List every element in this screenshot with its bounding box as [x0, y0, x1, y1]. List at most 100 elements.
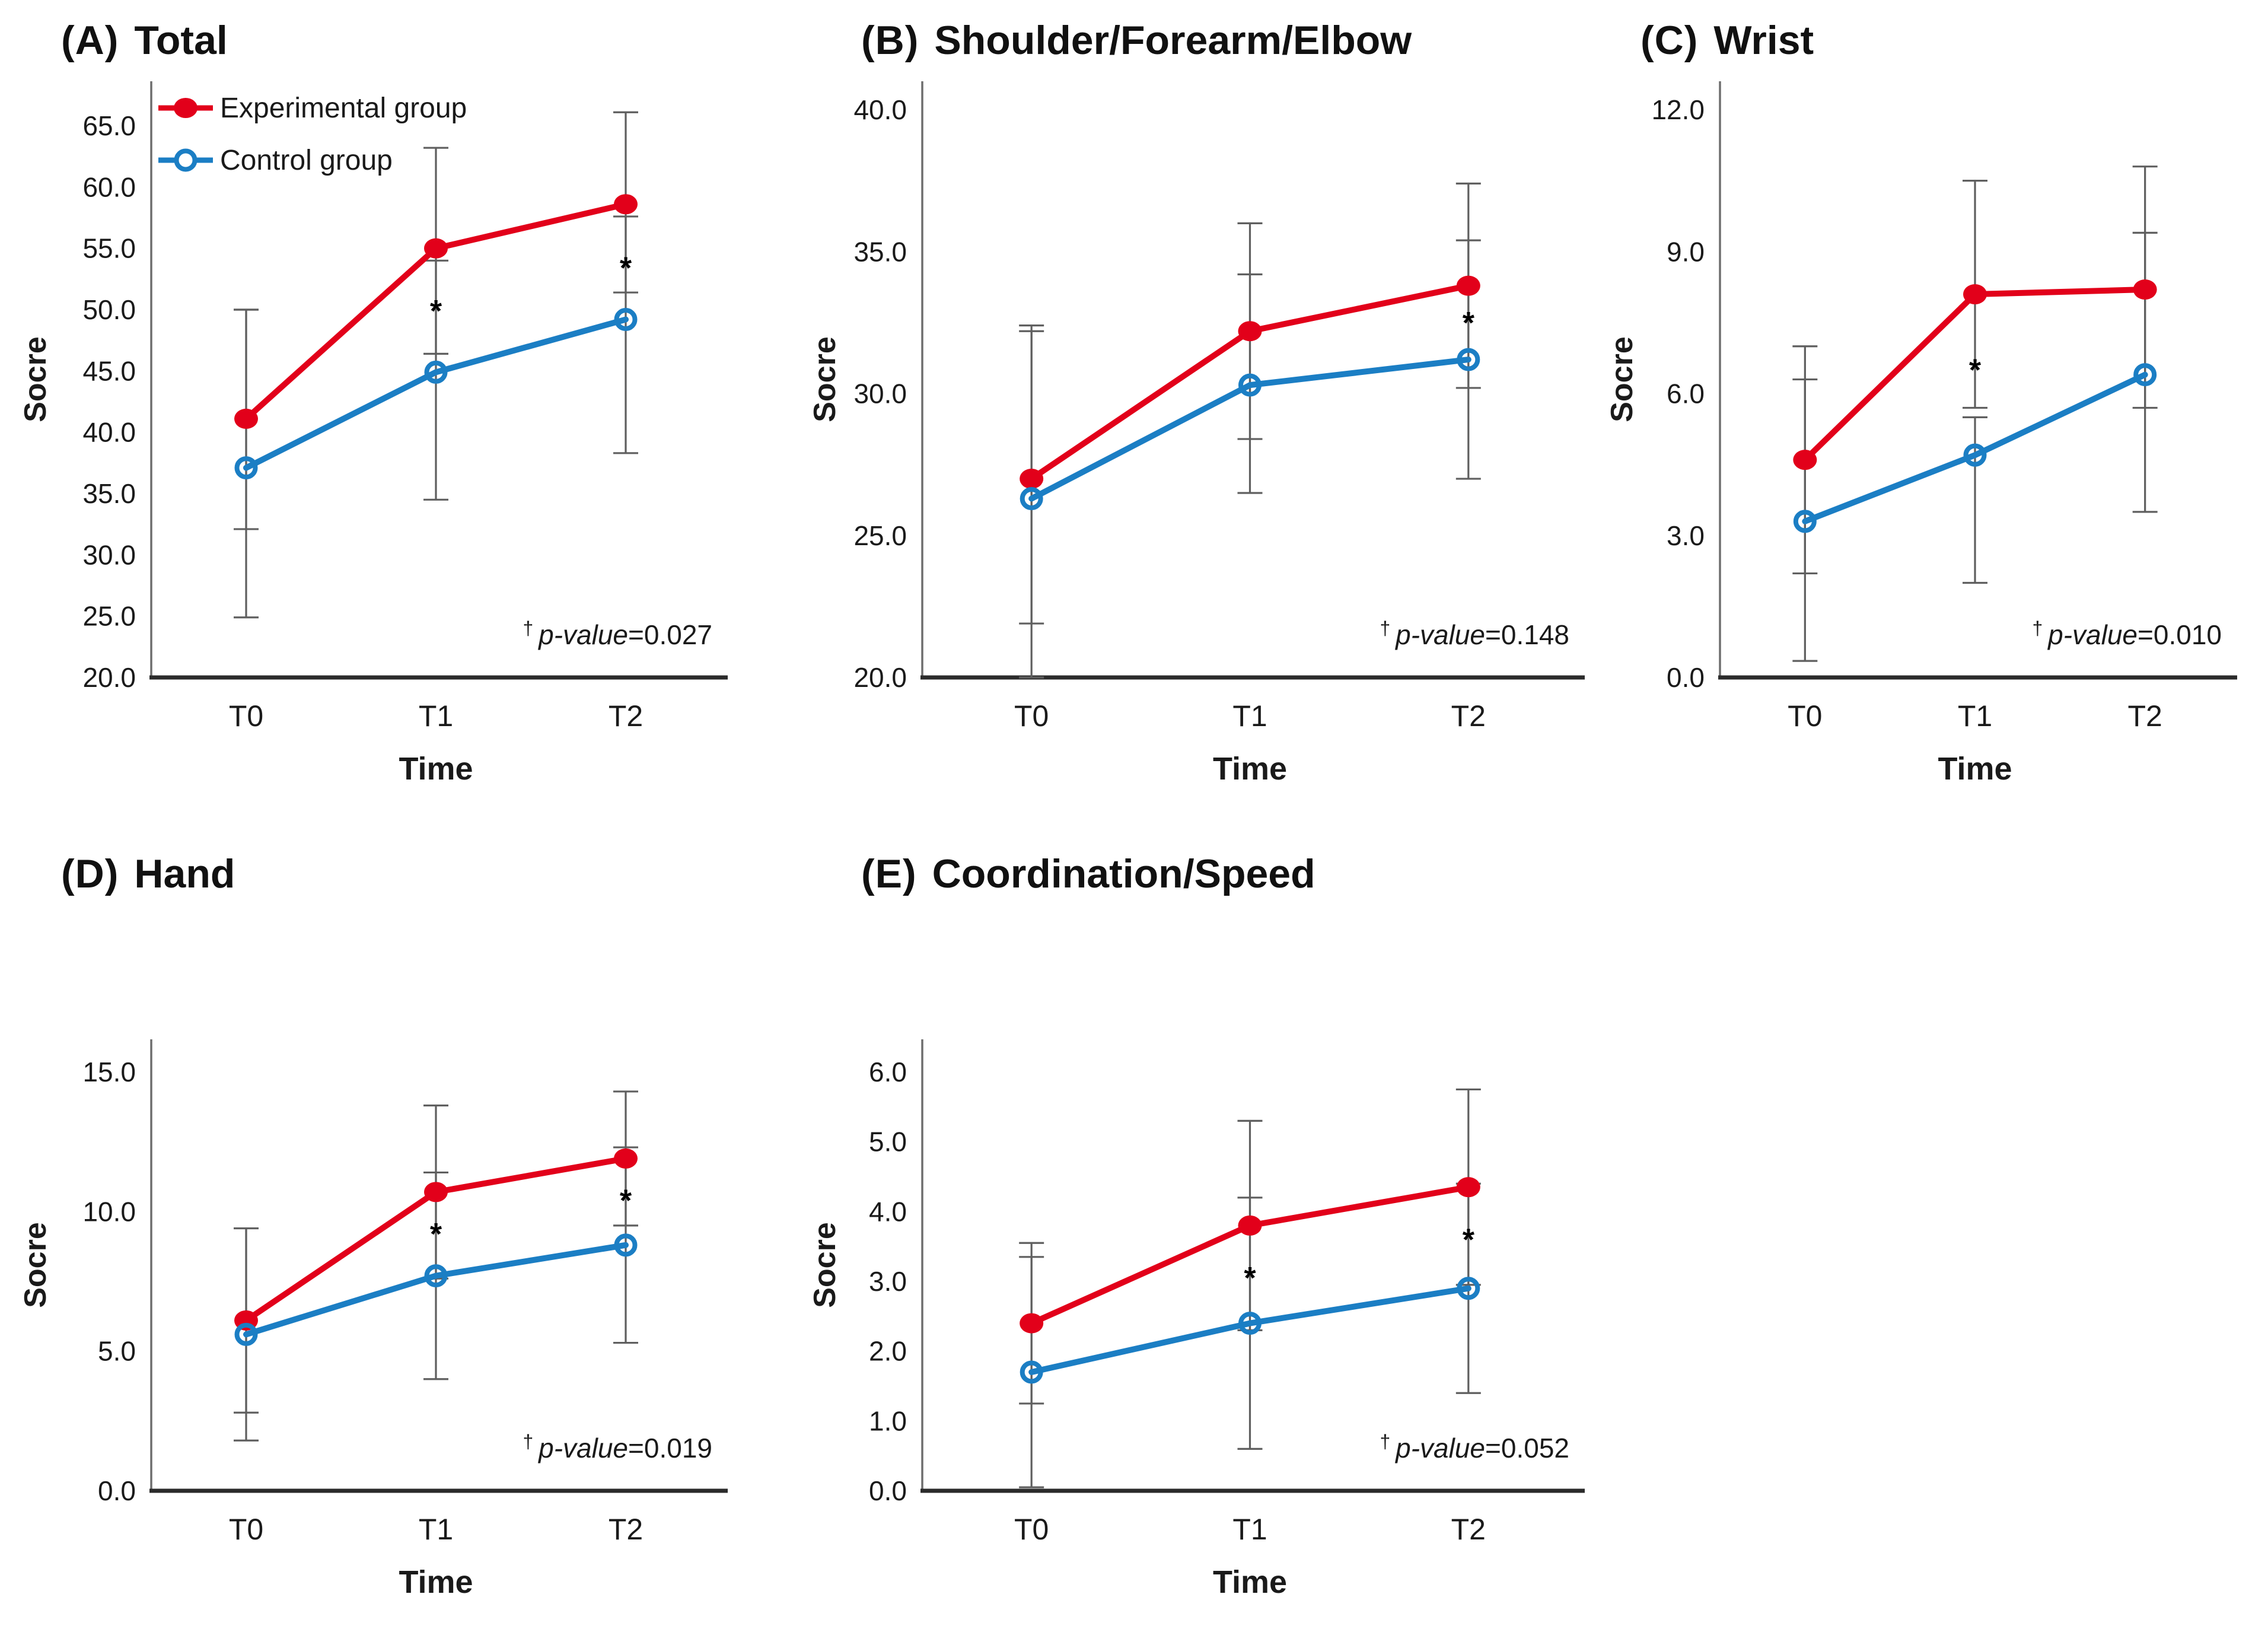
d-marker-control-t2 — [614, 1233, 638, 1257]
b-marker-experimental-t1 — [1238, 321, 1262, 342]
panel-shoulder-forearm-elbow: (B) Shoulder/Forearm/Elbow 20.0 25.0 30.0 3… — [807, 9, 1595, 822]
d-marker-control-t0 — [234, 1322, 258, 1346]
a-marker-experimental-t0 — [234, 408, 258, 429]
panel-shoulder-title-text: Shoulder/Forearm/Elbow — [934, 18, 1412, 63]
a-marker-control-t2 — [614, 308, 638, 332]
panel-shoulder-title-tag: (B) — [861, 18, 919, 63]
panel-wrist-title-tag: (C) — [1641, 18, 1699, 63]
e-p-value: † p-value=0.052 — [1380, 1431, 1569, 1463]
d-significance-t2: * — [620, 1184, 632, 1218]
e-xtick-t0: T0 — [1014, 1513, 1049, 1546]
a-marker-control-t1 — [424, 360, 448, 384]
d-xtick-t0: T0 — [229, 1513, 263, 1546]
d-ytick-5.0: 5.0 — [98, 1336, 136, 1367]
c-significance-t1: * — [1969, 354, 1982, 388]
c-marker-experimental-t2 — [2133, 279, 2157, 300]
c-series-control-line — [1802, 371, 2148, 524]
a-significance-t2: * — [620, 252, 632, 286]
a-ytick-20.0: 20.0 — [82, 662, 136, 693]
c-ytick-3.0: 3.0 — [1667, 520, 1705, 551]
panel-hand-title-tag: (D) — [61, 851, 119, 896]
b-marker-control-t0 — [1020, 487, 1043, 511]
e-significance-t2: * — [1463, 1223, 1475, 1257]
d-x-axis-label: Time — [399, 1564, 473, 1600]
d-y-axis-label: Socre — [18, 1222, 53, 1308]
e-marker-experimental-t2 — [1456, 1177, 1480, 1198]
a-legend-control-marker — [174, 148, 198, 172]
a-xtick-t1: T1 — [419, 699, 453, 733]
d-ytick-10.0: 10.0 — [82, 1196, 136, 1227]
chart-total: 20.0 25.0 30.0 35.0 40.0 45.0 50.0 55.0 60.0 65.0… — [18, 81, 728, 787]
b-y-axis-label: Socre — [808, 336, 842, 422]
d-marker-experimental-t2 — [614, 1148, 638, 1169]
d-series-control-line — [243, 1242, 629, 1338]
a-legend-control-label: Control group — [220, 145, 393, 176]
panel-coordination-title-tag: (E) — [861, 851, 917, 896]
a-ytick-55.0: 55.0 — [82, 233, 136, 264]
b-ytick-20.0: 20.0 — [853, 662, 907, 693]
b-ytick-25.0: 25.0 — [853, 520, 907, 551]
c-ytick-9.0: 9.0 — [1667, 236, 1705, 267]
c-xtick-t0: T0 — [1788, 699, 1822, 733]
c-marker-control-t0 — [1793, 510, 1817, 533]
d-ytick-15.0: 15.0 — [82, 1057, 136, 1087]
panel-shoulder-title: (B) Shoulder/Forearm/Elbow — [807, 9, 1595, 63]
c-p-value: † p-value=0.010 — [2032, 618, 2222, 650]
b-xtick-t2: T2 — [1451, 699, 1486, 733]
b-significance-t2: * — [1463, 306, 1475, 341]
c-marker-control-t1 — [1963, 443, 1987, 467]
panel-wrist-title: (C) Wrist — [1601, 9, 2260, 63]
d-marker-control-t1 — [424, 1264, 448, 1288]
e-xtick-t1: T1 — [1232, 1513, 1267, 1546]
c-ytick-12.0: 12.0 — [1651, 94, 1705, 125]
b-xtick-t0: T0 — [1014, 699, 1049, 733]
a-xtick-t0: T0 — [229, 699, 263, 733]
panel-coordination-title: (E) Coordination/Speed — [807, 842, 1595, 897]
a-x-axis-label: Time — [399, 751, 473, 787]
panel-coordination-title-text: Coordination/Speed — [932, 851, 1315, 896]
d-marker-experimental-t1 — [424, 1182, 448, 1202]
a-ytick-35.0: 35.0 — [82, 478, 136, 509]
e-ytick-4.0: 4.0 — [869, 1196, 907, 1227]
panel-hand: (D) Hand 0.0 5.0 10.0 15.0 * * T0 T1 T2 Time Socre… — [9, 842, 798, 1629]
c-ytick-6.0: 6.0 — [1667, 378, 1705, 409]
b-ytick-30.0: 30.0 — [853, 378, 907, 409]
panel-total-title-tag: (A) — [61, 18, 119, 63]
a-p-value: † p-value=0.027 — [523, 618, 712, 650]
c-xtick-t2: T2 — [2127, 699, 2162, 733]
a-ytick-40.0: 40.0 — [82, 417, 136, 448]
chart-wrist: 0.0 3.0 6.0 9.0 12.0 * T0 T1 T2 Time Socre † p-valu… — [1605, 81, 2237, 787]
b-marker-control-t1 — [1238, 373, 1262, 397]
c-marker-control-t2 — [2133, 363, 2157, 387]
e-marker-control-t0 — [1020, 1360, 1043, 1384]
d-p-value: † p-value=0.019 — [523, 1431, 712, 1463]
e-ytick-5.0: 5.0 — [869, 1127, 907, 1157]
e-marker-control-t1 — [1238, 1312, 1262, 1335]
a-series-control-line — [243, 316, 629, 471]
e-x-axis-label: Time — [1213, 1564, 1287, 1600]
panel-hand-title: (D) Hand — [9, 842, 798, 897]
chart-shoulder-forearm-elbow: 20.0 25.0 30.0 35.0 40.0 * T0 T1 T2 Time Socre † p-… — [808, 81, 1585, 787]
panel-coordination-speed: (E) Coordination/Speed 0.0 1.0 2.0 3.0 4.0 5.… — [807, 842, 1595, 1629]
b-ytick-35.0: 35.0 — [853, 236, 907, 267]
a-y-axis-label: Socre — [18, 336, 53, 422]
d-significance-t1: * — [430, 1217, 442, 1252]
b-marker-experimental-t2 — [1456, 275, 1480, 296]
b-x-axis-label: Time — [1213, 751, 1287, 787]
e-ytick-3.0: 3.0 — [869, 1266, 907, 1297]
b-xtick-t1: T1 — [1232, 699, 1267, 733]
a-ytick-65.0: 65.0 — [82, 110, 136, 141]
e-marker-control-t2 — [1457, 1277, 1480, 1300]
a-legend-experimental-marker — [174, 98, 198, 118]
chart-hand: 0.0 5.0 10.0 15.0 * * T0 T1 T2 Time Socre † p-value… — [18, 1039, 728, 1600]
c-marker-experimental-t0 — [1793, 450, 1817, 470]
panel-hand-title-text: Hand — [134, 851, 235, 896]
d-xtick-t1: T1 — [419, 1513, 453, 1546]
a-significance-t1: * — [430, 294, 442, 329]
e-series-control-line — [1028, 1285, 1471, 1375]
panel-wrist: (C) Wrist 0.0 3.0 6.0 9.0 12.0 * T0 T1 T2 Time Soc… — [1601, 9, 2260, 822]
b-marker-control-t2 — [1457, 348, 1480, 371]
panel-total: (A) Total 20.0 25.0 30.0 35.0 40.0 45.0 50.0 55… — [9, 9, 798, 822]
a-xtick-t2: T2 — [609, 699, 643, 733]
